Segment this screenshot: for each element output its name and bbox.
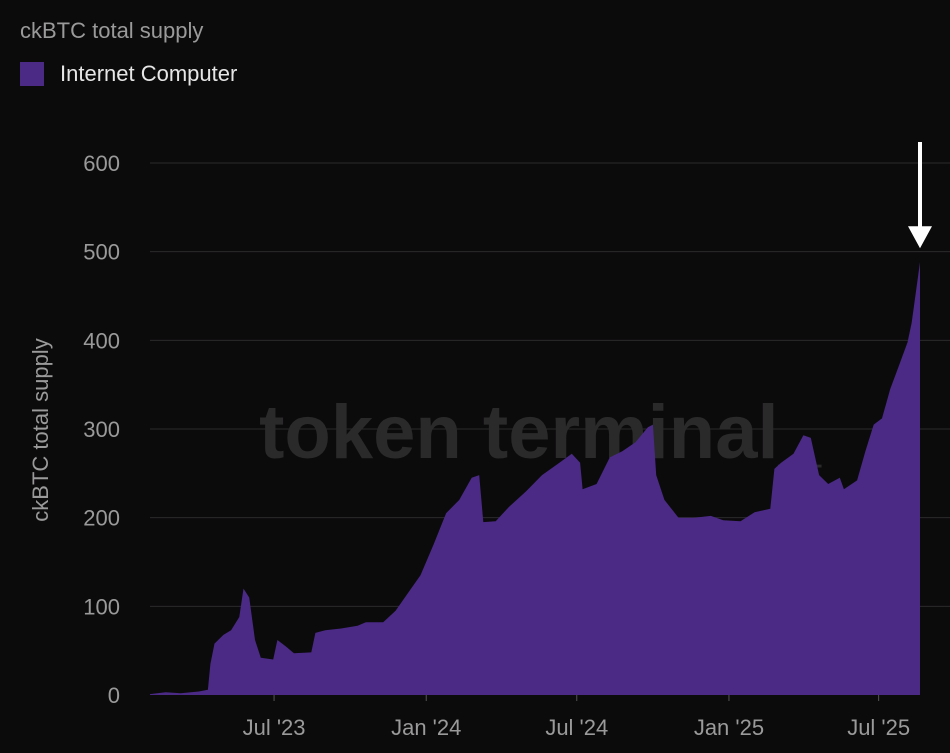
y-tick-label: 100 bbox=[83, 594, 120, 619]
y-axis-label: ckBTC total supply bbox=[28, 338, 53, 521]
x-tick-label: Jul '24 bbox=[545, 715, 608, 740]
y-tick-label: 300 bbox=[83, 417, 120, 442]
x-axis-ticks: Jul '23 Jan '24 Jul '24 Jan '25 Jul '25 bbox=[243, 695, 910, 740]
legend-label: Internet Computer bbox=[60, 61, 238, 86]
x-tick-label: Jan '25 bbox=[694, 715, 764, 740]
x-tick-label: Jan '24 bbox=[391, 715, 461, 740]
y-axis-ticks: 0 100 200 300 400 500 600 bbox=[83, 151, 120, 708]
down-arrow-icon bbox=[908, 142, 932, 249]
y-tick-label: 0 bbox=[108, 683, 120, 708]
legend[interactable]: Internet Computer bbox=[20, 61, 237, 87]
chart-title: ckBTC total supply bbox=[20, 18, 204, 43]
series-area bbox=[150, 262, 920, 695]
watermark: token terminal_ bbox=[259, 390, 821, 475]
legend-swatch bbox=[20, 62, 44, 86]
x-tick-label: Jul '25 bbox=[847, 715, 910, 740]
x-tick-label: Jul '23 bbox=[243, 715, 306, 740]
y-tick-label: 600 bbox=[83, 151, 120, 176]
y-tick-label: 200 bbox=[83, 506, 120, 531]
y-tick-label: 500 bbox=[83, 240, 120, 265]
y-tick-label: 400 bbox=[83, 328, 120, 353]
